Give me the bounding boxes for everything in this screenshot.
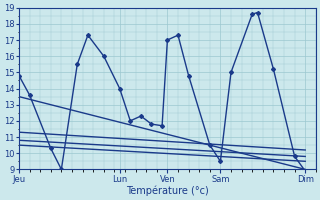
X-axis label: Température (°c): Température (°c)	[126, 185, 209, 196]
